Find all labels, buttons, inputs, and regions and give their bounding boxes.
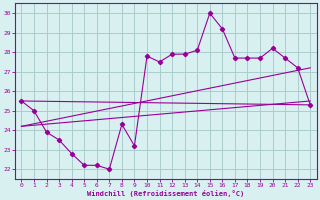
X-axis label: Windchill (Refroidissement éolien,°C): Windchill (Refroidissement éolien,°C) [87, 190, 244, 197]
